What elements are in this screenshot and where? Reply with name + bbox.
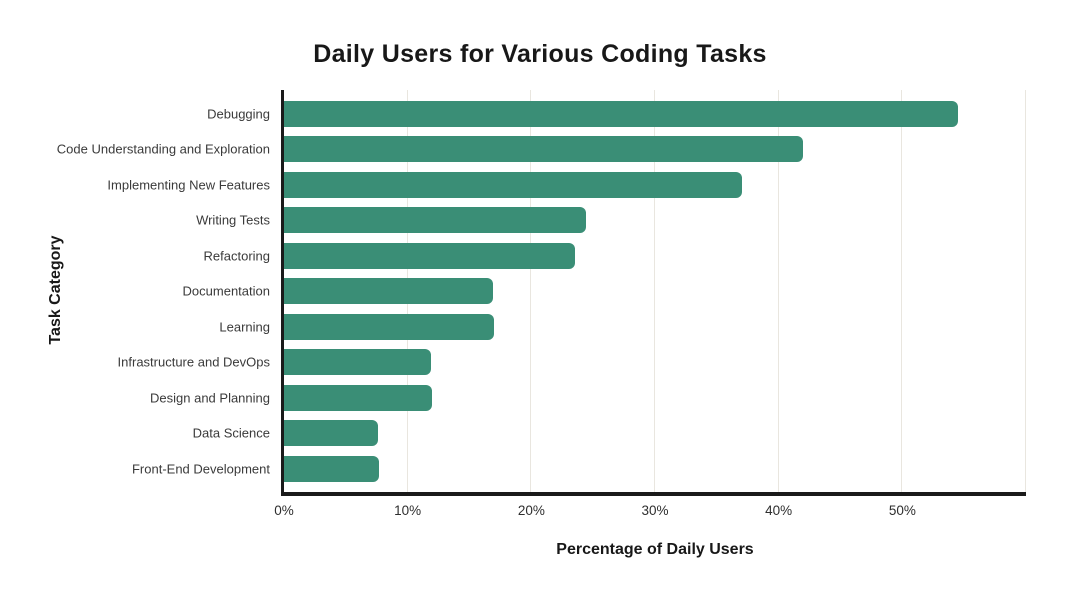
bar-row: Front-End Development <box>132 451 1026 487</box>
bar <box>284 100 958 127</box>
category-label: Writing Tests <box>196 212 270 228</box>
x-tick-label: 10% <box>394 503 422 518</box>
x-tick-label: 0% <box>274 503 294 518</box>
bar-row: Code Understanding and Exploration <box>57 132 1026 168</box>
bar <box>284 420 378 447</box>
x-tick-label: 30% <box>641 503 669 518</box>
category-label: Front-End Development <box>131 461 270 477</box>
gridline <box>901 90 903 492</box>
bar <box>284 207 586 234</box>
bar <box>284 136 804 163</box>
x-tick-label: 50% <box>888 503 916 518</box>
x-tick-label: 40% <box>765 503 793 518</box>
bar-row: Documentation <box>183 274 1026 310</box>
plot-area: Debugging Code Understanding and Explorat… <box>57 90 1026 496</box>
x-axis-ticks: 0% 10% 20% 30% 40% 50% <box>274 503 1026 523</box>
bar <box>284 384 433 411</box>
bar-row: Refactoring <box>204 238 1026 274</box>
bar-row: Design and Planning <box>150 380 1026 416</box>
category-label: Refactoring <box>203 248 270 264</box>
bar-row: Writing Tests <box>196 203 1026 239</box>
category-label: Learning <box>219 319 270 335</box>
bar <box>284 313 495 340</box>
category-label: Design and Planning <box>150 390 270 406</box>
bar-row: Learning <box>219 309 1026 345</box>
bar <box>284 455 380 482</box>
x-axis-title: Percentage of Daily Users <box>556 541 754 558</box>
bar-row: Implementing New Features <box>107 167 1026 203</box>
bar <box>284 242 575 269</box>
category-label: Infrastructure and DevOps <box>117 354 270 370</box>
bar-rows: Debugging Code Understanding and Explorat… <box>57 96 1026 487</box>
chart-title: Daily Users for Various Coding Tasks <box>313 40 767 68</box>
gridline <box>530 90 532 492</box>
x-tick-label: 20% <box>517 503 545 518</box>
bar-row: Data Science <box>193 416 1026 452</box>
bar-row: Debugging <box>207 96 1026 132</box>
bar <box>284 278 493 305</box>
category-label: Documentation <box>182 283 270 299</box>
bar-row: Infrastructure and DevOps <box>118 345 1026 381</box>
y-axis-title: Task Category <box>47 235 64 345</box>
gridline <box>777 90 779 492</box>
category-label: Data Science <box>192 425 270 441</box>
category-label: Implementing New Features <box>107 177 270 193</box>
category-label: Code Understanding and Exploration <box>56 141 270 157</box>
gridline <box>654 90 655 492</box>
category-label: Debugging <box>207 106 270 122</box>
bar <box>284 171 742 198</box>
bar <box>284 349 432 376</box>
gridline <box>1025 90 1026 492</box>
